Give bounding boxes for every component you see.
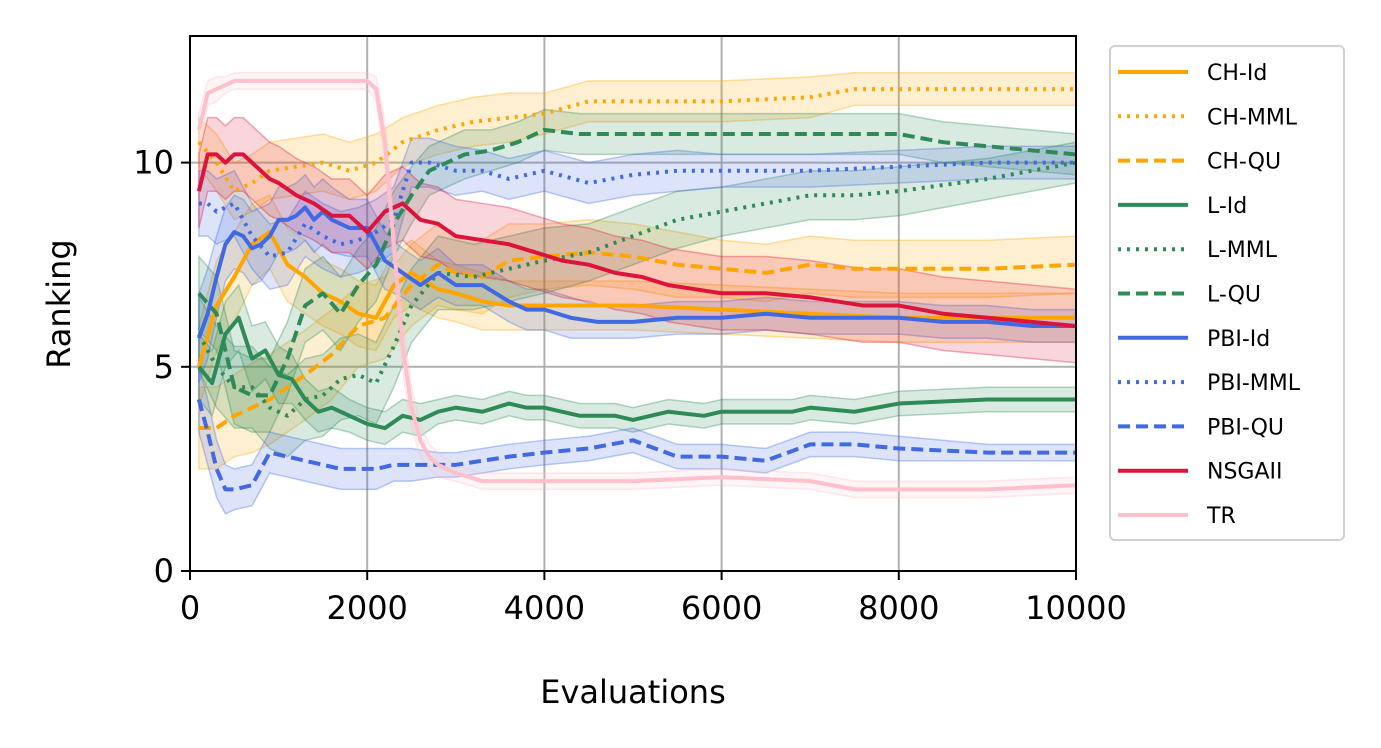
series-lines: [196, 78, 1076, 492]
x-tick-label: 2000: [326, 589, 407, 627]
ch-id-band: [198, 194, 1076, 408]
y-axis-title: Ranking: [40, 239, 78, 368]
legend-box: [1109, 45, 1345, 541]
ch-qu-line: [198, 250, 1076, 431]
confidence-bands: [198, 72, 1076, 515]
tr-band: [198, 72, 1076, 499]
legend-label-nsgaii: NSGAII: [1207, 460, 1283, 485]
nsgaii-line: [196, 152, 1076, 328]
pbi-mml-line: [198, 160, 1076, 259]
legend-label-pbi-qu: PBI-QU: [1207, 415, 1284, 440]
legend-label-l-qu: L-QU: [1207, 283, 1261, 308]
y-tick-label: 10: [133, 144, 174, 182]
pbi-id-band: [198, 173, 1076, 384]
x-tick-label: 8000: [858, 589, 939, 627]
l-qu-line: [197, 127, 1076, 398]
legend: CH-Id CH-MML CH-QU L-Id L-MML L-QU PBI-Id PBI-M…: [1109, 45, 1345, 541]
l-id-line: [197, 315, 1076, 431]
y-axis-ticks: 0 5 10: [133, 144, 190, 590]
y-tick-label: 0: [154, 552, 174, 590]
y-tick-label: 5: [154, 348, 174, 386]
l-mml-band: [198, 141, 1076, 458]
tr-line: [196, 78, 1076, 492]
x-axis-title: Evaluations: [540, 673, 726, 711]
x-axis-ticks: 0 2000 4000 6000 8000 10000: [180, 571, 1127, 627]
plot-frame: [189, 35, 1077, 572]
nsgaii-band: [198, 116, 1076, 364]
pbi-id-line: [196, 205, 1076, 339]
x-tick-label: 0: [180, 589, 200, 627]
l-id-band: [198, 283, 1076, 446]
legend-label-pbi-mml: PBI-MML: [1207, 371, 1301, 396]
legend-label-l-mml: L-MML: [1207, 238, 1278, 263]
legend-label-ch-qu: CH-QU: [1207, 150, 1281, 175]
legend-label-l-id: L-Id: [1207, 194, 1247, 219]
legend-label-ch-mml: CH-MML: [1207, 105, 1298, 130]
legend-label-ch-id: CH-Id: [1207, 61, 1267, 86]
x-tick-label: 6000: [681, 589, 762, 627]
l-qu-band: [198, 108, 1076, 433]
pbi-mml-band: [198, 137, 1076, 291]
x-tick-label: 10000: [1025, 589, 1127, 627]
x-tick-label: 4000: [504, 589, 585, 627]
legend-label-pbi-id: PBI-Id: [1207, 327, 1270, 352]
ch-mml-band: [198, 72, 1076, 221]
pbi-qu-line: [196, 398, 1076, 492]
legend-label-tr: TR: [1206, 504, 1236, 529]
